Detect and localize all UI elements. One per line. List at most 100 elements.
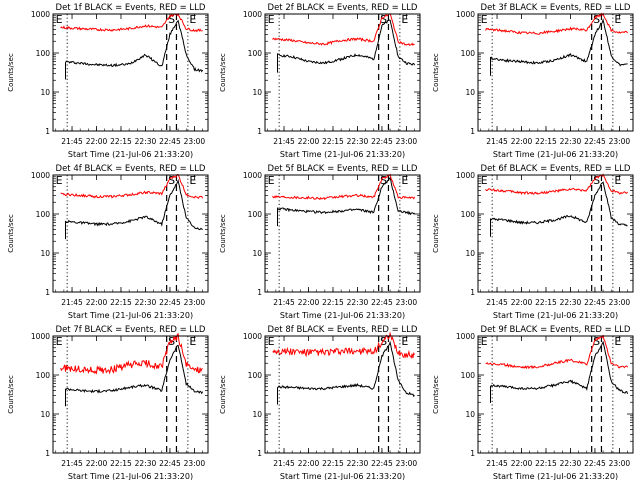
x-tick-label: 22:45 xyxy=(159,137,181,146)
x-tick-label: 22:15 xyxy=(535,459,557,468)
x-tick-label: 21:45 xyxy=(486,459,508,468)
interval-marker-letter: E xyxy=(401,335,408,348)
x-tick-label: 22:30 xyxy=(135,459,157,468)
x-tick-label: 22:00 xyxy=(511,298,533,307)
interval-marker-letter: E xyxy=(56,13,63,26)
interval-marker-letter: E xyxy=(481,335,488,348)
interval-marker-letter: S xyxy=(593,13,600,26)
y-tick-label: 1000 xyxy=(243,10,262,19)
x-tick-label: 22:15 xyxy=(110,459,132,468)
chart-title: Det 3f BLACK = Events, RED = LLD xyxy=(481,3,631,13)
y-tick-label: 1000 xyxy=(31,332,50,341)
y-tick-label: 10 xyxy=(40,249,50,258)
x-axis-label: Start Time (21-Jul-06 21:33:20) xyxy=(493,472,618,480)
events-series-line xyxy=(277,19,416,73)
y-tick-label: 10 xyxy=(252,88,262,97)
lld-series-line xyxy=(60,332,203,375)
x-tick-label: 21:45 xyxy=(61,459,83,468)
chart-title: Det 2f BLACK = Events, RED = LLD xyxy=(268,3,418,13)
chart-title: Det 8f BLACK = Events, RED = LLD xyxy=(268,325,418,335)
events-series-line xyxy=(65,344,204,407)
y-axis-label: Counts/sec xyxy=(432,375,440,414)
y-tick-label: 10 xyxy=(40,88,50,97)
y-tick-label: 10 xyxy=(465,410,475,419)
y-tick-label: 1 xyxy=(470,449,475,458)
x-tick-label: 22:15 xyxy=(535,137,557,146)
interval-marker-letter: E xyxy=(614,174,621,187)
x-tick-label: 22:45 xyxy=(159,459,181,468)
y-tick-label: 100 xyxy=(36,210,51,219)
y-axis-label: Counts/sec xyxy=(219,214,227,253)
events-series-line xyxy=(277,340,415,405)
y-axis-label: Counts/sec xyxy=(219,53,227,92)
x-tick-label: 22:00 xyxy=(298,298,320,307)
y-tick-label: 100 xyxy=(248,210,263,219)
y-tick-label: 1 xyxy=(45,288,50,297)
chart-panel-9: Det 9f BLACK = Events, RED = LLD Counts/s… xyxy=(432,325,634,480)
x-tick-label: 22:00 xyxy=(86,459,108,468)
lld-series-line xyxy=(485,173,628,195)
x-tick-label: 21:45 xyxy=(61,298,83,307)
lld-series-line xyxy=(272,13,415,46)
y-tick-label: 1000 xyxy=(456,332,475,341)
interval-marker-letter: S xyxy=(168,13,175,26)
x-tick-label: 22:30 xyxy=(347,137,369,146)
interval-marker-letter: S xyxy=(168,174,175,187)
y-tick-label: 10 xyxy=(252,410,262,419)
y-tick-label: 1 xyxy=(45,127,50,136)
y-tick-label: 1 xyxy=(257,288,262,297)
x-tick-label: 23:00 xyxy=(396,459,418,468)
x-tick-label: 22:30 xyxy=(560,137,582,146)
x-tick-label: 22:15 xyxy=(322,137,344,146)
y-tick-label: 100 xyxy=(461,371,476,380)
x-tick-label: 22:00 xyxy=(298,459,320,468)
events-series-line xyxy=(490,181,628,237)
chart-title: Det 9f BLACK = Events, RED = LLD xyxy=(481,325,631,335)
x-tick-label: 22:30 xyxy=(135,137,157,146)
events-series-line xyxy=(277,176,415,227)
x-tick-label: 22:30 xyxy=(347,298,369,307)
x-tick-label: 22:15 xyxy=(322,298,344,307)
x-tick-label: 22:00 xyxy=(511,137,533,146)
y-tick-label: 1000 xyxy=(243,171,262,180)
x-tick-label: 22:45 xyxy=(159,298,181,307)
chart-panel-6: Det 6f BLACK = Events, RED = LLD Counts/s… xyxy=(432,164,634,320)
plot-frame xyxy=(477,335,634,454)
x-axis-label: Start Time (21-Jul-06 21:33:20) xyxy=(68,311,193,320)
y-tick-label: 100 xyxy=(36,49,51,58)
x-tick-label: 23:00 xyxy=(609,459,631,468)
plot-frame xyxy=(52,335,209,454)
y-axis-label: Counts/sec xyxy=(7,214,15,253)
chart-title: Det 7f BLACK = Events, RED = LLD xyxy=(56,325,206,335)
interval-marker-letter: E xyxy=(268,335,275,348)
interval-marker-letter: E xyxy=(481,13,488,26)
x-tick-label: 22:00 xyxy=(86,298,108,307)
x-axis-label: Start Time (21-Jul-06 21:33:20) xyxy=(493,150,618,159)
chart-title: Det 6f BLACK = Events, RED = LLD xyxy=(481,164,631,174)
interval-marker-letter: E xyxy=(268,13,275,26)
x-tick-label: 22:45 xyxy=(584,137,606,146)
chart-title: Det 5f BLACK = Events, RED = LLD xyxy=(268,164,418,174)
y-tick-label: 100 xyxy=(36,371,51,380)
lld-series-line xyxy=(272,173,416,201)
x-tick-label: 23:00 xyxy=(396,137,418,146)
x-tick-label: 21:45 xyxy=(273,137,295,146)
x-tick-label: 22:45 xyxy=(371,298,393,307)
events-series-line xyxy=(490,18,628,76)
chart-panel-3: Det 3f BLACK = Events, RED = LLD Counts/s… xyxy=(432,3,634,159)
x-tick-label: 23:00 xyxy=(184,137,206,146)
y-tick-label: 1000 xyxy=(31,10,50,19)
events-series-line xyxy=(490,340,629,403)
y-tick-label: 100 xyxy=(461,210,476,219)
y-tick-label: 1 xyxy=(257,449,262,458)
x-tick-label: 21:45 xyxy=(61,137,83,146)
x-tick-label: 22:15 xyxy=(110,137,132,146)
x-axis-label: Start Time (21-Jul-06 21:33:20) xyxy=(280,150,405,159)
x-tick-label: 23:00 xyxy=(609,137,631,146)
y-tick-label: 10 xyxy=(465,249,475,258)
x-tick-label: 22:15 xyxy=(535,298,557,307)
y-tick-label: 1 xyxy=(45,449,50,458)
x-tick-label: 23:00 xyxy=(396,298,418,307)
chart-panel-5: Det 5f BLACK = Events, RED = LLD Counts/s… xyxy=(219,164,421,320)
